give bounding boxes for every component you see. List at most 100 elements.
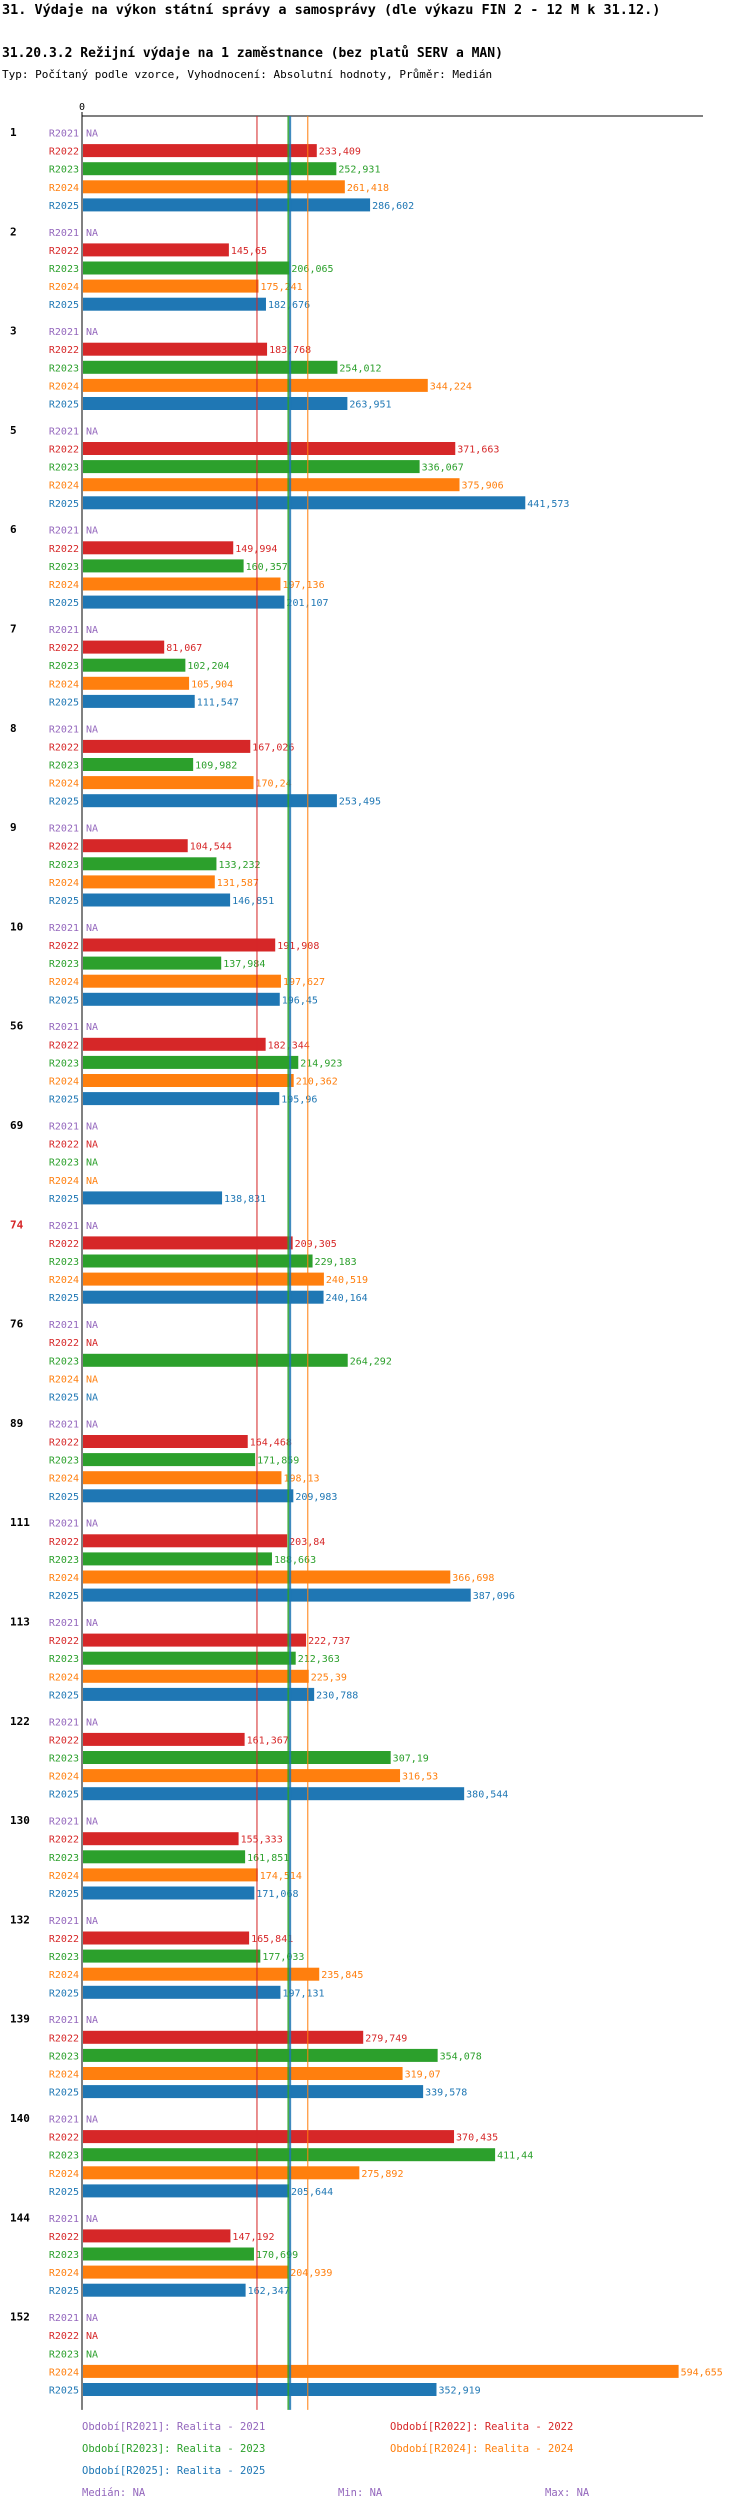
value-label: 261,418: [347, 183, 389, 194]
group-label-113: 113: [10, 1616, 30, 1629]
bar-144-R2022: [83, 2229, 231, 2243]
value-label: 307,19: [393, 1754, 429, 1765]
group-label-76: 76: [10, 1318, 24, 1331]
series-label-R2021: R2021: [49, 2115, 79, 2126]
value-label: 264,292: [350, 1356, 392, 1367]
value-label: 138,831: [224, 1194, 266, 1205]
value-label: 188,663: [274, 1555, 316, 1566]
value-label: 371,663: [457, 445, 499, 456]
bar-10-R2022: [83, 938, 276, 952]
series-label-R2025: R2025: [49, 1095, 79, 1106]
bar-2-R2024: [83, 279, 259, 293]
bar-74-R2024: [83, 1272, 324, 1286]
na-label: NA: [86, 1176, 98, 1187]
value-label: 222,737: [308, 1636, 350, 1647]
series-label-R2024: R2024: [49, 679, 79, 690]
series-label-R2024: R2024: [49, 2169, 79, 2180]
value-label: 354,078: [440, 2051, 482, 2062]
series-label-R2022: R2022: [49, 2232, 79, 2243]
bar-69-R2025: [83, 1191, 223, 1205]
bar-56-R2025: [83, 1092, 280, 1106]
series-label-R2022: R2022: [49, 842, 79, 853]
series-label-R2025: R2025: [49, 1889, 79, 1900]
group-label-130: 130: [10, 1814, 30, 1827]
value-label: 253,495: [339, 797, 381, 808]
value-label: 198,13: [283, 1474, 319, 1485]
bar-144-R2024: [83, 2265, 289, 2279]
value-label: 170,699: [256, 2250, 298, 2261]
bar-2-R2022: [83, 243, 229, 257]
value-label: 594,655: [681, 2367, 723, 2378]
series-label-R2025: R2025: [49, 1790, 79, 1801]
bar-6-R2023: [83, 559, 244, 573]
value-label: 167,026: [252, 742, 294, 753]
series-label-R2023: R2023: [49, 463, 79, 474]
series-label-R2024: R2024: [49, 1871, 79, 1882]
value-label: 254,012: [339, 363, 381, 374]
value-label: 275,892: [361, 2169, 403, 2180]
series-label-R2022: R2022: [49, 1239, 79, 1250]
series-label-R2021: R2021: [49, 2015, 79, 2026]
value-label: 196,45: [282, 995, 318, 1006]
series-label-R2023: R2023: [49, 1356, 79, 1367]
value-label: 411,44: [497, 2151, 533, 2162]
bar-132-R2024: [83, 1967, 320, 1981]
na-label: NA: [86, 1140, 98, 1151]
legend-entry-R2023: Období[R2023]: Realita - 2023: [82, 2443, 265, 2455]
group-label-122: 122: [10, 1715, 30, 1728]
series-label-R2025: R2025: [49, 300, 79, 311]
legend-entry-R2022: Období[R2022]: Realita - 2022: [390, 2421, 573, 2433]
series-label-R2023: R2023: [49, 2051, 79, 2062]
value-label: 366,698: [452, 1573, 494, 1584]
bar-113-R2023: [83, 1651, 296, 1665]
series-label-R2022: R2022: [49, 544, 79, 555]
series-label-R2025: R2025: [49, 1492, 79, 1503]
series-label-R2022: R2022: [49, 246, 79, 257]
value-label: 279,749: [365, 2033, 407, 2044]
series-label-R2023: R2023: [49, 1853, 79, 1864]
na-label: NA: [86, 1374, 98, 1385]
na-label: NA: [86, 824, 98, 835]
bar-111-R2025: [83, 1588, 471, 1602]
na-label: NA: [86, 1158, 98, 1169]
value-label: 240,519: [326, 1275, 368, 1286]
bar-122-R2024: [83, 1769, 401, 1783]
bar-56-R2023: [83, 1055, 299, 1069]
value-label: 230,788: [316, 1690, 358, 1701]
bar-122-R2023: [83, 1751, 391, 1764]
bar-140-R2025: [83, 2184, 289, 2198]
series-label-R2023: R2023: [49, 1654, 79, 1665]
value-label: 240,164: [326, 1293, 368, 1304]
bar-140-R2022: [83, 2130, 455, 2144]
series-label-R2021: R2021: [49, 1221, 79, 1232]
series-label-R2021: R2021: [49, 1817, 79, 1828]
bar-111-R2022: [83, 1534, 288, 1548]
series-label-R2021: R2021: [49, 824, 79, 835]
bar-111-R2023: [83, 1552, 272, 1566]
series-label-R2021: R2021: [49, 1122, 79, 1133]
series-label-R2021: R2021: [49, 724, 79, 735]
value-label: 252,931: [338, 165, 380, 176]
bar-132-R2022: [83, 1931, 250, 1945]
legend-entry-R2024: Období[R2024]: Realita - 2024: [390, 2443, 573, 2455]
series-label-R2022: R2022: [49, 1636, 79, 1647]
bar-9-R2024: [83, 875, 215, 889]
group-label-89: 89: [10, 1417, 23, 1430]
group-label-132: 132: [10, 1913, 30, 1926]
series-label-R2023: R2023: [49, 959, 79, 970]
group-label-3: 3: [10, 325, 17, 338]
series-label-R2023: R2023: [49, 1952, 79, 1963]
series-label-R2024: R2024: [49, 1772, 79, 1783]
value-label: 225,39: [311, 1672, 347, 1683]
bar-113-R2022: [83, 1633, 307, 1647]
series-label-R2021: R2021: [49, 1022, 79, 1033]
na-label: NA: [86, 1221, 98, 1232]
bar-5-R2024: [83, 478, 460, 492]
value-label: 375,906: [462, 481, 504, 492]
series-label-R2024: R2024: [49, 2070, 79, 2081]
value-label: 197,627: [283, 977, 325, 988]
bar-3-R2024: [83, 378, 428, 392]
na-label: NA: [86, 2313, 98, 2324]
group-label-8: 8: [10, 722, 17, 735]
series-label-R2022: R2022: [49, 345, 79, 356]
